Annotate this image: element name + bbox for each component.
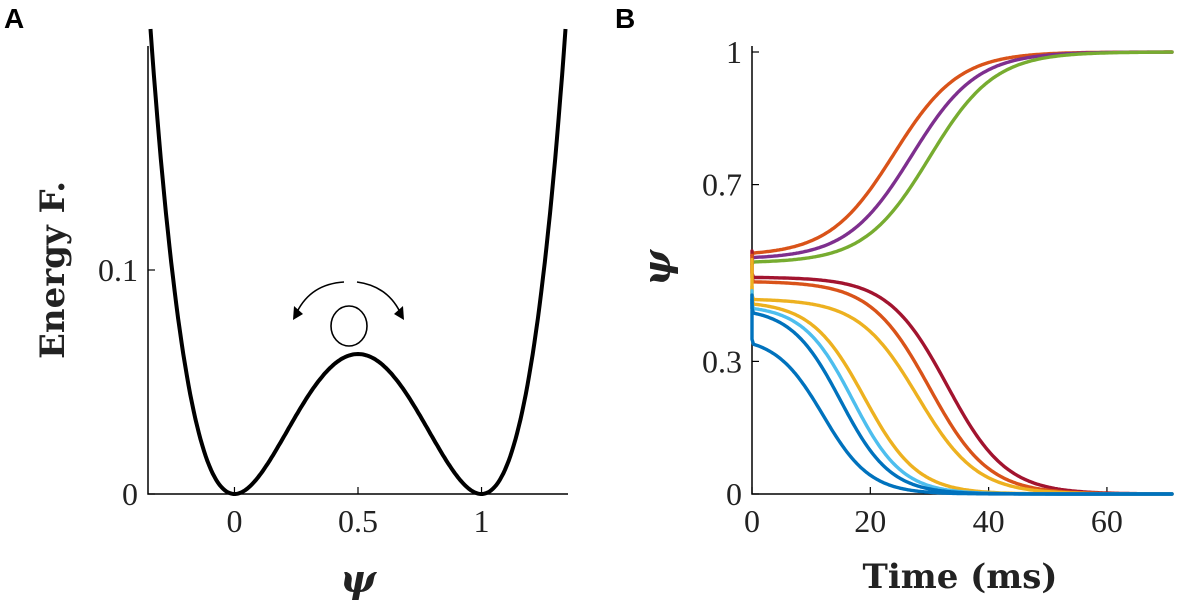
x-tick-label: 0 bbox=[226, 503, 242, 539]
panel-a-y-ticks: 00.1 bbox=[98, 252, 155, 512]
psi-series-line bbox=[750, 50, 1174, 257]
arrowhead-right-icon bbox=[394, 306, 404, 320]
y-tick-label: 0 bbox=[726, 476, 742, 512]
x-tick-label: 20 bbox=[854, 503, 886, 539]
y-tick-label: 0.1 bbox=[98, 252, 138, 288]
panel-a-x-axis-label: ψ bbox=[340, 556, 377, 601]
y-tick-label: 0 bbox=[122, 476, 138, 512]
arrowhead-left-icon bbox=[293, 306, 303, 320]
y-tick-label: 0.3 bbox=[702, 343, 742, 379]
psi-series-line bbox=[750, 50, 1174, 262]
psi-series-line bbox=[750, 293, 1174, 496]
psi-series-line bbox=[750, 289, 1174, 496]
x-tick-label: 0 bbox=[744, 503, 760, 539]
panel-a-chart: 0 0.5 1 00.1 Energy F. ψ bbox=[33, 28, 568, 601]
panel-b-x-ticks: 0 20 40 60 bbox=[744, 487, 1123, 539]
psi-series-line bbox=[750, 284, 1174, 496]
panel-a-x-ticks: 0 0.5 1 bbox=[226, 487, 490, 539]
rotate-right-arrow-icon bbox=[356, 281, 401, 313]
x-tick-label: 40 bbox=[973, 503, 1005, 539]
panel-b-x-axis-label: Time (ms) bbox=[863, 557, 1058, 597]
panel-b-axes bbox=[751, 46, 1172, 495]
ball-annotation bbox=[293, 281, 404, 347]
x-tick-label: 1 bbox=[474, 503, 490, 539]
psi-series-line bbox=[750, 297, 1174, 496]
rotate-left-arrow-icon bbox=[296, 281, 345, 313]
y-tick-label: 0.7 bbox=[702, 167, 742, 203]
energy-curve bbox=[148, 28, 568, 496]
panel-b-chart: 0 20 40 60 0 0.3 0.7 1 ψ Time (ms) bbox=[634, 34, 1174, 597]
psi-series-line bbox=[750, 50, 1174, 266]
panel-b-y-axis-label: ψ bbox=[634, 249, 679, 286]
x-tick-label: 0.5 bbox=[338, 503, 378, 539]
y-tick-label: 1 bbox=[726, 34, 742, 70]
ball-icon bbox=[330, 305, 368, 347]
x-tick-label: 60 bbox=[1091, 503, 1123, 539]
panel-b-y-ticks: 0 0.3 0.7 1 bbox=[702, 34, 759, 512]
panel-b-series bbox=[750, 50, 1174, 496]
panel-a-y-axis-label: Energy F. bbox=[33, 181, 73, 359]
panel-label-b: B bbox=[615, 3, 635, 34]
panel-label-a: A bbox=[4, 3, 24, 34]
psi-series-line bbox=[750, 258, 1174, 496]
panel-a-axes bbox=[147, 46, 568, 495]
